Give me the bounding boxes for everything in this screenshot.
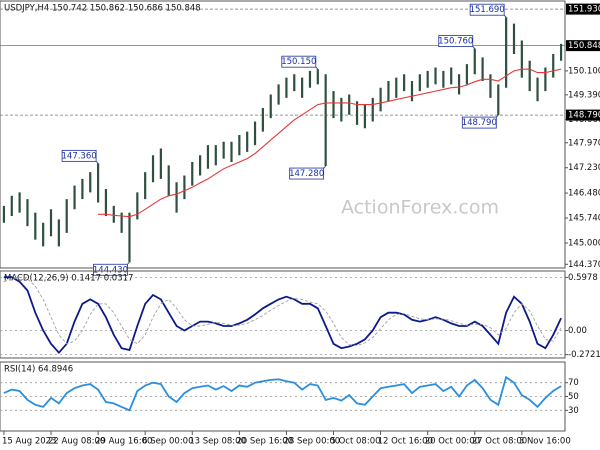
x-tick-label: 13 Sep 08:00: [189, 437, 246, 447]
y-tick-label: 145.000: [568, 239, 600, 249]
x-tick-label: 22 Aug 08:00: [48, 437, 105, 447]
annotation-box: [281, 55, 317, 68]
panel-title: RSI(14) 64.8946: [4, 365, 73, 375]
x-tick-label: 12 Oct 16:00: [378, 437, 433, 447]
annotation-label: 150.760: [438, 37, 473, 47]
panel-title: USDJPY,H4 150.742 150.862 150.686 150.84…: [4, 4, 201, 14]
annotation-box: [469, 3, 505, 16]
annotation-label: 147.360: [62, 151, 97, 161]
price-level-label: 148.790: [568, 111, 600, 121]
y-tick-label: 150.100: [568, 66, 600, 76]
y-tick-label: 70: [568, 378, 579, 388]
y-tick-label: 146.480: [568, 189, 600, 199]
y-tick-label: 144.370: [568, 260, 600, 270]
x-tick-label: 27 Oct 08:00: [472, 437, 527, 447]
x-tick-label: 5 Oct 08:00: [331, 437, 381, 447]
annotation-label: 147.280: [289, 169, 324, 179]
x-tick-label: 20 Sep 16:00: [236, 437, 293, 447]
annotation-label: 144.430: [93, 265, 128, 275]
annotation-label: 150.150: [281, 57, 316, 67]
y-tick-label: 147.970: [568, 138, 600, 148]
panel-title: MACD(12,26,9) 0.1417 0.0317: [4, 274, 133, 284]
y-tick-label: 30: [568, 406, 579, 416]
x-tick-label: 6 Sep 00:00: [142, 437, 193, 447]
y-tick-label: 149.390: [568, 90, 600, 100]
price-level-box: [566, 40, 600, 52]
annotation-label: 148.790: [462, 118, 497, 128]
price-level-label: 151.930: [568, 5, 600, 15]
annotation-box: [461, 116, 497, 129]
x-tick-label: 15 Aug 2023: [2, 437, 56, 447]
price-level-box: [566, 109, 600, 121]
x-tick-label: 29 Aug 16:00: [95, 437, 152, 447]
x-tick-label: 28 Sep 00:00: [283, 437, 340, 447]
annotation-box: [93, 263, 128, 276]
annotation-box: [289, 167, 325, 180]
series-line: [3, 276, 562, 355]
y-tick-label: 147.230: [568, 163, 600, 173]
y-tick-label: 50: [568, 392, 579, 402]
annotation-box: [61, 149, 97, 162]
panel-frame: [0, 270, 566, 359]
series-line: [3, 375, 562, 412]
y-tick-label: -0.2721: [568, 350, 600, 360]
annotation-box: [438, 35, 474, 47]
x-tick-label: 20 Oct 00:00: [425, 437, 480, 447]
price-level-label: 150.848: [568, 41, 600, 51]
y-tick-label: 0.00: [568, 326, 587, 336]
x-tick-label: 3 Nov 16:00: [519, 437, 571, 447]
y-tick-label: 0.5978: [568, 273, 598, 283]
price-level-box: [566, 3, 600, 15]
watermark: ActionForex.com: [341, 197, 499, 219]
series-line: [98, 68, 562, 218]
panel-frame: [0, 0, 566, 269]
annotation-label: 151.690: [470, 5, 505, 15]
y-tick-label: 145.740: [568, 214, 600, 224]
series-line: [3, 276, 562, 347]
